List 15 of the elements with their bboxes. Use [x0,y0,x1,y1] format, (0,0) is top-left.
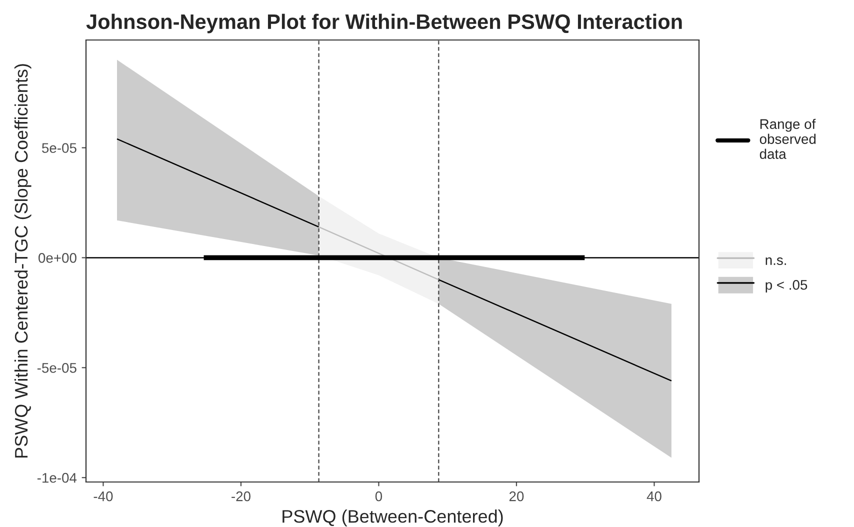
y-tick-label: -5e-05 [37,362,76,373]
y-tick-label: 5e-05 [42,143,76,153]
x-tick-label: 0 [375,491,382,502]
legend-label: n.s. [766,257,786,266]
legend-label: p < .05 [766,280,808,293]
x-axis-title: PSWQ (Between-Centered) [282,510,503,526]
legend-label: Range of observed data [760,118,816,159]
x-tick-label: -20 [232,491,250,502]
y-axis-title: PSWQ Within Centered-TGC (Slope Coefficients) [14,64,32,458]
y-tick-label: -1e-04 [37,472,77,483]
y-tick-label: 0e+00 [38,253,76,263]
x-tick-label: 20 [509,491,524,502]
chart-title: Johnson-Neyman Plot for Within-Between PSWQ Interaction [86,14,682,34]
x-tick-label: -40 [94,491,113,502]
x-tick-label: 40 [646,491,662,502]
